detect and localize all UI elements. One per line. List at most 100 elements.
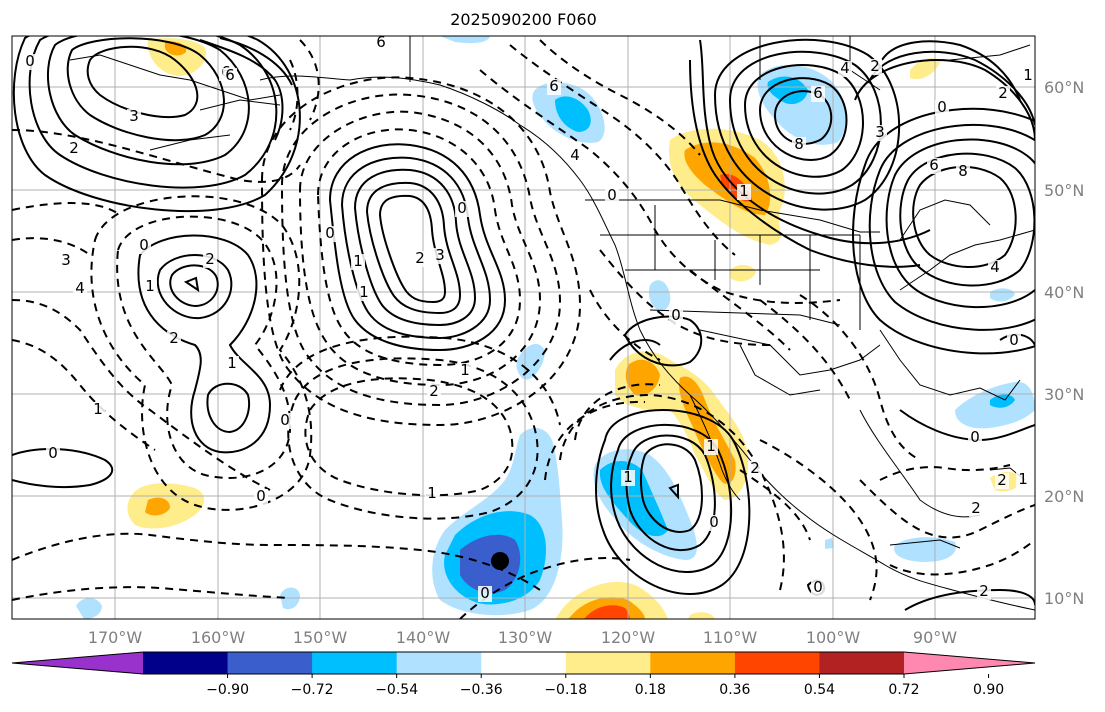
contour-label-bg bbox=[1007, 333, 1021, 349]
contour-label: 0 bbox=[139, 236, 149, 254]
contour-label: 6 bbox=[376, 33, 386, 51]
contour-label: 6 bbox=[929, 156, 939, 174]
colorbar-label: −0.90 bbox=[206, 682, 249, 698]
shaded-anomaly-fields bbox=[76, 36, 1035, 619]
contour-label: 0 bbox=[480, 584, 490, 602]
contour-label-bg bbox=[46, 446, 60, 462]
lon-tick-label: 140°W bbox=[396, 628, 451, 647]
contour-label: 1 bbox=[706, 437, 716, 455]
contour-label-bg bbox=[458, 363, 472, 379]
lat-tick-label: 10°N bbox=[1044, 589, 1084, 608]
contour-label-bg bbox=[811, 86, 825, 102]
contour-label: 0 bbox=[48, 444, 58, 462]
contour-label: 2 bbox=[750, 459, 760, 477]
contour-label-bg bbox=[374, 35, 388, 51]
contour-label-bg bbox=[988, 260, 1002, 276]
colorbar-label: 0.36 bbox=[719, 682, 750, 698]
contour-label: 1 bbox=[739, 182, 749, 200]
contour-label-bg bbox=[792, 137, 806, 153]
contour-label: 0 bbox=[607, 186, 617, 204]
contour-label: 2 bbox=[997, 471, 1007, 489]
contour-label-bg bbox=[1016, 472, 1030, 488]
contour-label-bg bbox=[425, 486, 439, 502]
contour-label: 1 bbox=[359, 283, 369, 301]
contour-label: 2 bbox=[205, 250, 215, 268]
contour-label: 1 bbox=[93, 400, 103, 418]
lat-tick-label: 40°N bbox=[1044, 283, 1084, 302]
contour-label-bg bbox=[478, 586, 492, 602]
contour-label-bg bbox=[351, 254, 365, 270]
colorbar-label: 0.54 bbox=[804, 682, 835, 698]
contour-label-bg bbox=[323, 226, 337, 242]
contour-label: 3 bbox=[129, 107, 139, 125]
colorbar-label: 0.18 bbox=[635, 682, 666, 698]
contour-label: 1 bbox=[427, 484, 437, 502]
contour-label: 0 bbox=[937, 98, 947, 116]
contour-label-bg bbox=[278, 413, 292, 429]
contour-label-bg bbox=[811, 580, 825, 596]
contour-label-bg bbox=[357, 285, 371, 301]
colorbar-swatch bbox=[312, 652, 398, 674]
contour-label-bg bbox=[996, 86, 1010, 102]
colorbar-outline bbox=[11, 651, 1036, 675]
lon-tick-label: 100°W bbox=[806, 628, 861, 647]
contour-label: 0 bbox=[813, 578, 823, 596]
contour-label: 0 bbox=[457, 199, 467, 217]
storm-marker bbox=[491, 552, 509, 570]
contour-label-bg bbox=[137, 238, 151, 254]
colorbar-swatch bbox=[227, 652, 313, 674]
colorbar-swatch bbox=[734, 652, 820, 674]
colorbar-label: −0.36 bbox=[460, 682, 503, 698]
contour-label-bg bbox=[427, 384, 441, 400]
contour-label: 0 bbox=[1009, 331, 1019, 349]
contour-label: 2 bbox=[169, 329, 179, 347]
contour-label: 6 bbox=[549, 77, 559, 95]
contour-label: 1 bbox=[460, 361, 470, 379]
contour-label-bg bbox=[737, 184, 751, 200]
lon-tick-label: 170°W bbox=[88, 628, 143, 647]
contour-label-bg bbox=[838, 61, 852, 77]
contour-label: 1 bbox=[353, 252, 363, 270]
contour-label-bg bbox=[707, 515, 721, 531]
contour-label-bg bbox=[455, 201, 469, 217]
lat-tick-label: 60°N bbox=[1044, 78, 1084, 97]
contour-label-bg bbox=[968, 430, 982, 446]
contour-label-bg bbox=[935, 100, 949, 116]
colorbar-swatch bbox=[650, 652, 736, 674]
contour-label: 1 bbox=[1018, 470, 1028, 488]
contour-label-bg bbox=[977, 584, 991, 600]
contour-label-bg bbox=[621, 470, 635, 486]
contour-label: 0 bbox=[325, 224, 335, 242]
lon-tick-label: 150°W bbox=[293, 628, 348, 647]
contour-label-bg bbox=[873, 125, 887, 141]
lon-tick-label: 110°W bbox=[703, 628, 758, 647]
contour-label-bg bbox=[143, 279, 157, 295]
contour-label-bg bbox=[669, 308, 683, 324]
contour-label: 1 bbox=[1023, 66, 1033, 84]
contour-label-bg bbox=[704, 439, 718, 455]
contour-label: 2 bbox=[971, 499, 981, 517]
contour-label: 0 bbox=[671, 306, 681, 324]
contour-label: 2 bbox=[870, 57, 880, 75]
contour-label: 0 bbox=[709, 513, 719, 531]
colorbar-swatch bbox=[565, 652, 651, 674]
colorbar-label: −0.54 bbox=[375, 682, 418, 698]
contour-label: 0 bbox=[256, 487, 266, 505]
contour-label-layer: 6632031120012340120100112016406863084642… bbox=[23, 33, 1035, 602]
contour-label-bg bbox=[67, 141, 81, 157]
colorbar-swatch bbox=[143, 652, 229, 674]
contour-label: 1 bbox=[145, 277, 155, 295]
contour-label-bg bbox=[167, 331, 181, 347]
graticule bbox=[12, 36, 1035, 619]
contour-label-bg bbox=[868, 59, 882, 75]
contour-label: 1 bbox=[227, 354, 237, 372]
colorbar-label: −0.18 bbox=[544, 682, 587, 698]
colorbar-swatch bbox=[819, 652, 905, 674]
contour-label-bg bbox=[568, 148, 582, 164]
colorbar-extend-high bbox=[904, 652, 1035, 674]
colorbar-extend-low bbox=[12, 652, 143, 674]
contour-label-bg bbox=[748, 461, 762, 477]
lat-tick-labels: 60°N 50°N 40°N 30°N 20°N 10°N bbox=[1044, 78, 1084, 608]
contour-label-bg bbox=[91, 402, 105, 418]
